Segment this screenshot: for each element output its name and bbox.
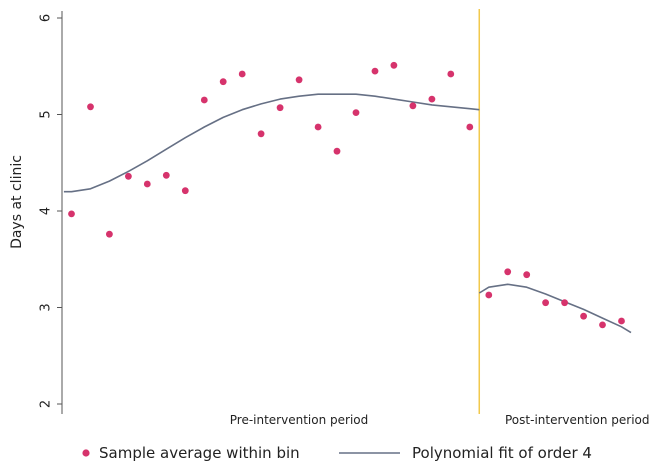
- legend-label-line: Polynomial fit of order 4: [412, 444, 592, 462]
- data-point: [561, 299, 568, 307]
- data-point: [599, 321, 606, 329]
- y-tick-label: 5: [39, 110, 54, 118]
- fit-line-segment-post: [478, 283, 632, 334]
- legend: Sample average within bin Polynomial fit…: [82, 444, 592, 462]
- data-point: [371, 67, 379, 75]
- y-tick-label: 6: [39, 14, 54, 22]
- data-point: [390, 61, 398, 69]
- legend-marker-points: [82, 449, 90, 457]
- data-point: [618, 317, 625, 325]
- data-point: [257, 130, 265, 138]
- data-point: [314, 123, 322, 131]
- data-point: [333, 147, 341, 155]
- data-point: [276, 104, 284, 112]
- data-point: [68, 210, 75, 218]
- data-point: [200, 96, 208, 104]
- data-point: [523, 271, 531, 279]
- y-tick-label: 4: [39, 207, 54, 215]
- data-point: [162, 171, 170, 179]
- data-point: [352, 109, 360, 116]
- data-point: [238, 70, 246, 78]
- data-point: [504, 268, 512, 276]
- y-axis: 2 3 4 5 6 Days at clinic: [9, 11, 63, 414]
- data-point: [428, 95, 436, 103]
- data-point: [219, 78, 227, 86]
- y-axis-title: Days at clinic: [9, 155, 25, 249]
- y-tick-label: 3: [39, 303, 54, 311]
- data-point: [447, 70, 455, 78]
- data-point: [580, 312, 587, 320]
- y-ticks: 2 3 4 5 6: [39, 14, 62, 408]
- pre-period-label: Pre-intervention period: [230, 413, 369, 427]
- data-point: [143, 180, 151, 188]
- legend-label-points: Sample average within bin: [99, 444, 300, 462]
- data-point: [542, 299, 549, 307]
- data-point: [409, 102, 417, 110]
- data-point: [87, 103, 94, 111]
- data-point: [466, 123, 474, 131]
- data-point: [295, 76, 303, 84]
- data-point: [124, 172, 132, 180]
- data-point: [485, 291, 493, 299]
- y-tick-label: 2: [39, 400, 54, 408]
- polynomial-fit-lines: [63, 93, 632, 334]
- scatter-points: [68, 61, 625, 329]
- data-point: [106, 230, 113, 238]
- data-point: [181, 187, 189, 195]
- fit-line-segment-pre: [63, 93, 480, 193]
- post-period-label: Post-intervention period: [505, 413, 650, 427]
